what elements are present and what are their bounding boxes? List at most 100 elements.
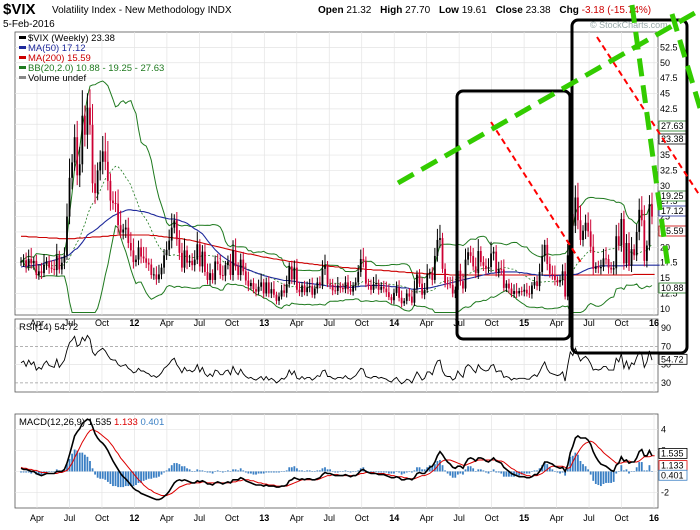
macd-value-tag: [658, 448, 688, 459]
macd-histogram-bar: [101, 471, 104, 479]
x-tick-label: Jul: [194, 318, 206, 328]
macd-histogram-bar: [326, 469, 329, 472]
macd-histogram-bar: [306, 470, 309, 472]
price-bar-body: [615, 236, 618, 269]
macd-histogram-bar: [390, 471, 393, 474]
price-bar-body: [648, 204, 651, 246]
rsi-line: [20, 334, 653, 385]
price-bar-body: [58, 255, 61, 270]
price-bar-body: [385, 288, 388, 293]
macd-histogram-bar: [37, 471, 40, 475]
macd-histogram-bar: [186, 468, 188, 472]
price-bar-body: [35, 260, 38, 276]
price-bar-body: [344, 282, 347, 290]
macd-legend-item: 0.401: [140, 417, 164, 428]
macd-histogram-bar: [78, 452, 81, 472]
price-bar-body: [27, 259, 30, 267]
price-bar-body: [232, 250, 234, 276]
macd-histogram-bar: [403, 471, 406, 474]
macd-histogram-bar: [651, 471, 653, 472]
x-tick-label: Jul: [583, 318, 595, 328]
macd-histogram-bar: [554, 471, 556, 472]
price-bar-body: [313, 288, 316, 295]
x-tick-label: Apr: [420, 513, 434, 523]
price-bar-body: [630, 249, 633, 266]
y-tick-label: 30: [660, 181, 670, 191]
price-bar-body: [129, 243, 132, 251]
price-bar-body: [76, 137, 79, 176]
macd-histogram-bar: [27, 471, 30, 473]
price-bar-body: [316, 282, 319, 289]
price-bar-body: [331, 284, 334, 291]
ma200-line: [21, 234, 655, 276]
price-bar-body: [112, 200, 114, 204]
price-bar-body: [150, 264, 153, 276]
macd-histogram-bar: [439, 459, 441, 472]
macd-value-tag: [658, 469, 688, 481]
x-tick-label: Oct: [95, 318, 110, 328]
price-bar-body: [206, 271, 209, 280]
price-bar-body: [482, 262, 485, 266]
rsi-legend: RSI(14) 54.72: [19, 322, 78, 333]
macd-histogram-bar: [469, 466, 472, 472]
macd-histogram-bar: [83, 454, 86, 472]
price-bar-body: [622, 219, 625, 264]
price-bar-body: [209, 273, 211, 280]
macd-histogram-bar: [135, 471, 137, 486]
price-bar-body: [318, 282, 321, 285]
price-legend-entry: $VIX (Weekly) 23.38: [28, 33, 115, 44]
macd-histogram-bar: [76, 450, 79, 472]
macd-histogram-bar: [487, 471, 490, 474]
macd-histogram-bar: [109, 471, 112, 484]
chart-date: 5-Feb-2016: [3, 19, 55, 30]
macd-histogram-bar: [574, 452, 577, 472]
price-bar-body: [122, 229, 125, 233]
macd-histogram-bar: [398, 471, 400, 473]
price-bar-body: [500, 268, 503, 270]
price-bar-body: [219, 263, 222, 276]
macd-histogram-bar: [579, 461, 582, 472]
macd-histogram-bar: [490, 471, 492, 472]
price-bar-body: [564, 271, 567, 297]
macd-histogram-bar: [255, 471, 257, 475]
x-tick-label: 13: [259, 318, 269, 328]
price-bar-body: [32, 260, 35, 264]
price-bar-body: [25, 260, 28, 267]
macd-histogram-bar: [456, 471, 459, 475]
macd-histogram-bar: [142, 471, 145, 481]
macd-histogram-bar: [628, 471, 630, 474]
macd-histogram-bar: [622, 470, 625, 472]
price-bar-body: [198, 244, 201, 267]
price-bar-body: [308, 286, 311, 288]
macd-histogram-bar: [454, 471, 457, 478]
macd-histogram-bar: [206, 471, 209, 473]
macd-histogram-bar: [257, 471, 260, 474]
price-bar-body: [193, 259, 196, 266]
price-bar-body: [60, 262, 63, 270]
price-bar-body: [400, 297, 403, 304]
macd-histogram-bar: [283, 471, 286, 472]
price-bar-body: [352, 285, 355, 292]
macd-histogram-bar: [316, 470, 319, 472]
price-bar-body: [250, 283, 252, 287]
macd-histogram-bar: [531, 471, 533, 472]
price-bar-body: [617, 236, 620, 246]
macd-histogram-bar: [198, 470, 201, 472]
macd-histogram-bar: [433, 464, 436, 472]
y-tick-label: 35: [660, 150, 670, 160]
macd-histogram-bar: [81, 452, 84, 472]
price-bar-body: [43, 264, 45, 274]
price-bar-body: [541, 255, 544, 272]
price-bar-body: [257, 286, 260, 292]
low-value: 19.61: [461, 5, 487, 16]
price-bar-body: [99, 161, 102, 171]
macd-histogram-bar: [86, 456, 89, 472]
macd-histogram-bar: [137, 471, 140, 483]
close-value: 23.38: [525, 5, 551, 16]
macd-histogram-bar: [577, 454, 579, 472]
price-bar-body: [324, 265, 326, 269]
macd-histogram-bar: [633, 471, 636, 472]
price-bar-body: [37, 271, 40, 276]
price-bar-body: [127, 227, 130, 244]
